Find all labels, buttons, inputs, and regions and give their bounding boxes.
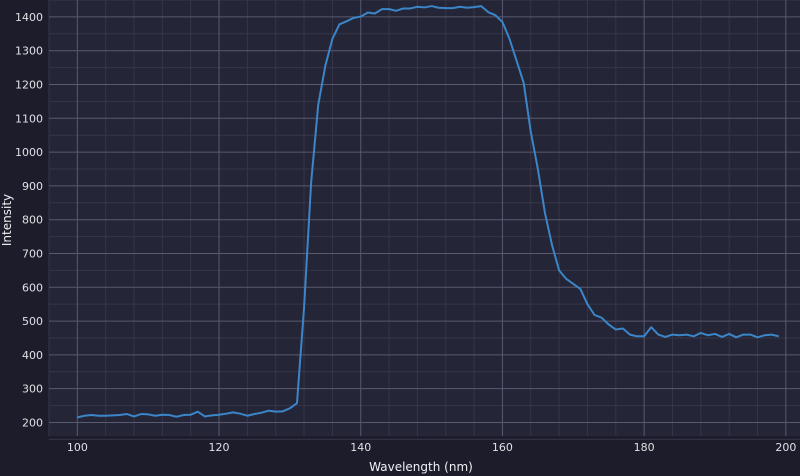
x-tick-label: 200 (775, 441, 796, 454)
minor-grid (48, 0, 800, 440)
major-grid (49, 0, 800, 436)
x-axis-label: Wavelength (nm) (369, 460, 473, 474)
x-tick-label: 160 (492, 441, 513, 454)
y-tick-label: 1100 (15, 112, 43, 125)
y-tick-label: 1300 (15, 45, 43, 58)
plot-area (49, 0, 800, 436)
y-tick-label: 900 (22, 180, 43, 193)
y-tick-label: 600 (22, 281, 43, 294)
y-tick-label: 200 (22, 416, 43, 429)
x-tick-label: 100 (67, 441, 88, 454)
y-tick-label: 800 (22, 214, 43, 227)
x-axis-ticks: 100 120 140 160 180 200 (67, 441, 796, 454)
y-axis-ticks: 200 300 400 500 600 700 800 900 1000 1100 1200 1300… (15, 11, 43, 430)
series-group (77, 5, 779, 419)
y-tick-label: 500 (22, 315, 43, 328)
y-axis-label: Intensity (0, 194, 14, 246)
y-tick-label: 700 (22, 247, 43, 260)
x-tick-label: 140 (350, 441, 371, 454)
x-tick-label: 120 (209, 441, 230, 454)
y-tick-label: 400 (22, 349, 43, 362)
y-tick-label: 300 (22, 383, 43, 396)
x-tick-label: 180 (634, 441, 655, 454)
series-line (77, 5, 779, 419)
y-tick-label: 1000 (15, 146, 43, 159)
y-tick-label: 1200 (15, 78, 43, 91)
y-tick-label: 1400 (15, 11, 43, 24)
